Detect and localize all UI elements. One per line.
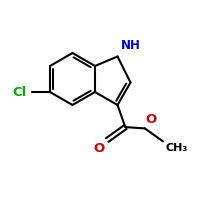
Text: O: O <box>94 142 105 155</box>
Text: Cl: Cl <box>13 86 27 98</box>
Text: CH₃: CH₃ <box>165 143 187 153</box>
Text: NH: NH <box>121 39 140 52</box>
Text: O: O <box>146 113 157 126</box>
